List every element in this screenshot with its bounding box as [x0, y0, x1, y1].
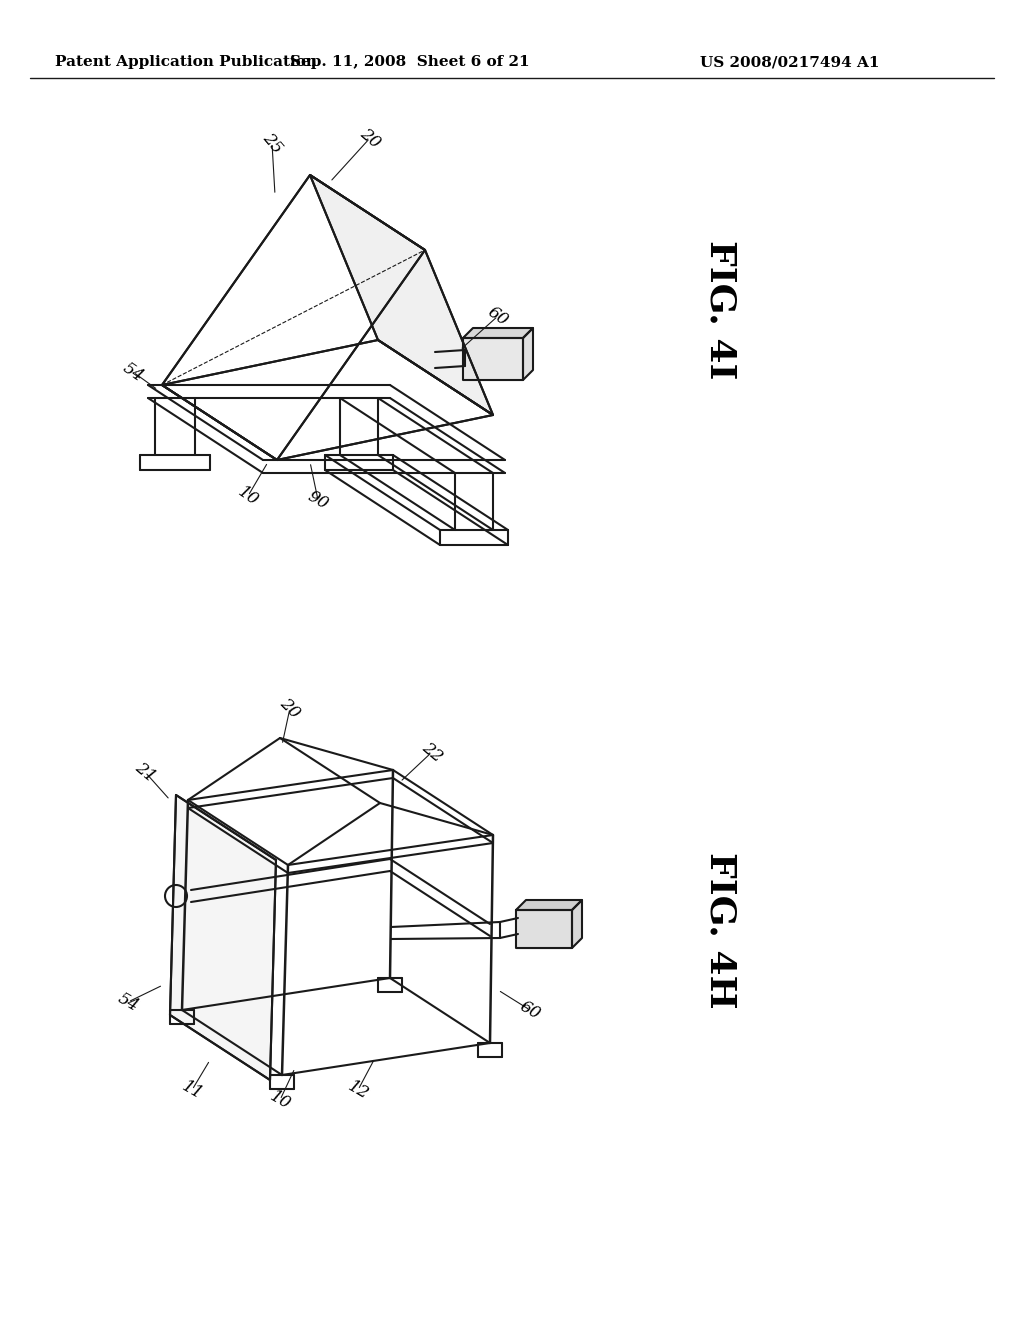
Text: 10: 10	[266, 1088, 294, 1113]
Text: FIG. 4I: FIG. 4I	[703, 240, 737, 380]
Text: 12: 12	[344, 1077, 372, 1102]
Text: 25: 25	[259, 129, 286, 157]
Text: 10: 10	[234, 483, 261, 510]
Polygon shape	[516, 900, 582, 909]
Polygon shape	[516, 909, 572, 948]
Polygon shape	[572, 900, 582, 948]
Polygon shape	[523, 327, 534, 380]
Text: 60: 60	[516, 998, 544, 1023]
Text: 11: 11	[178, 1077, 206, 1102]
Polygon shape	[162, 341, 493, 459]
Text: 22: 22	[419, 739, 445, 766]
Text: 54: 54	[120, 359, 146, 385]
Polygon shape	[463, 338, 523, 380]
Text: 21: 21	[131, 759, 159, 785]
Polygon shape	[310, 176, 493, 414]
Text: FIG. 4H: FIG. 4H	[703, 851, 737, 1008]
Text: Patent Application Publication: Patent Application Publication	[55, 55, 317, 69]
Text: 20: 20	[276, 694, 303, 722]
Polygon shape	[162, 176, 425, 459]
Text: 60: 60	[484, 304, 512, 329]
Text: US 2008/0217494 A1: US 2008/0217494 A1	[700, 55, 880, 69]
Text: 20: 20	[356, 124, 384, 152]
Text: 90: 90	[304, 487, 332, 512]
Polygon shape	[170, 795, 276, 1080]
Polygon shape	[463, 327, 534, 338]
Text: 54: 54	[115, 989, 141, 1015]
Text: Sep. 11, 2008  Sheet 6 of 21: Sep. 11, 2008 Sheet 6 of 21	[290, 55, 529, 69]
